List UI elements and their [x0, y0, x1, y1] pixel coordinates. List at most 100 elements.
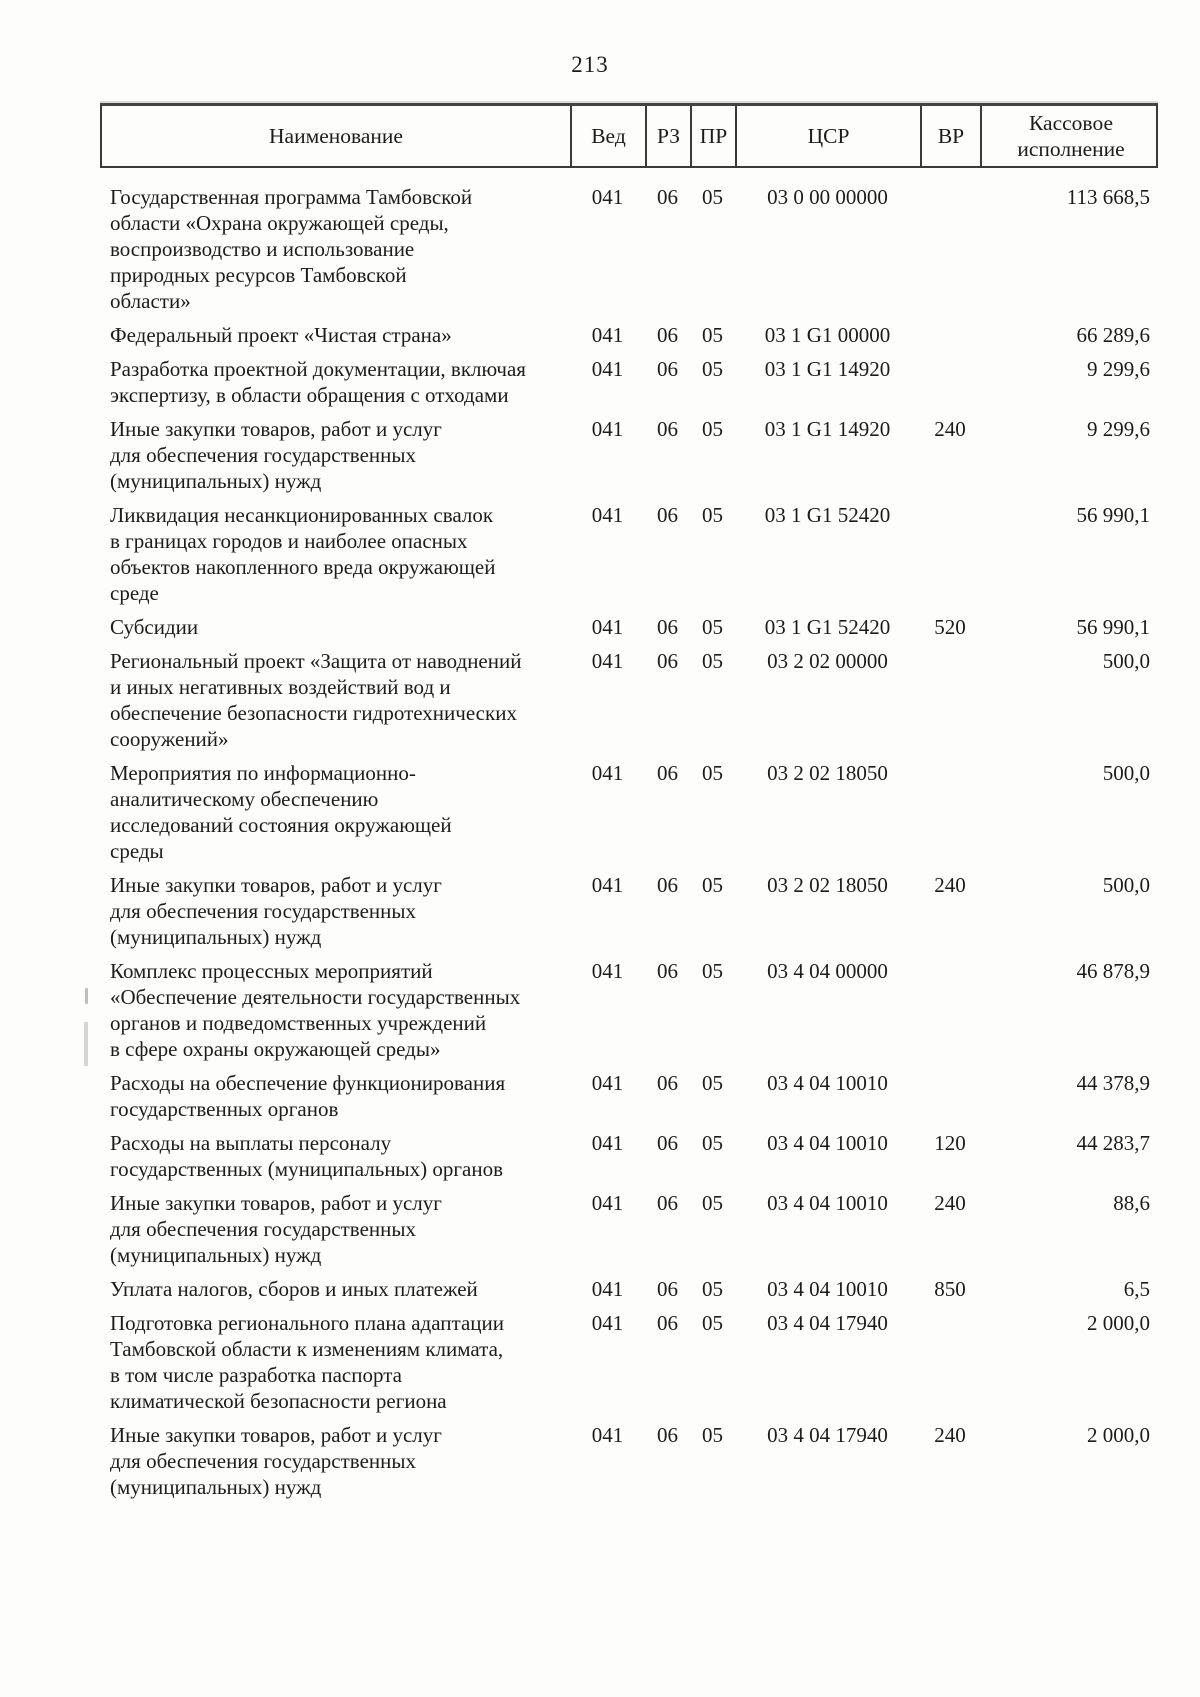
cell-name: Комплекс процессных мероприятий «Обеспеч… [110, 959, 521, 1061]
cell-csr: 03 2 02 18050 [767, 873, 888, 897]
cell-ved: 041 [591, 323, 624, 347]
cell-pr: 05 [702, 761, 723, 785]
col-header-vr: ВР [922, 106, 982, 166]
cell-pr: 05 [702, 1423, 723, 1447]
cell-pr: 05 [702, 357, 723, 381]
cell-name: Ликвидация несанкционированных свалок в … [110, 503, 496, 605]
cell-rz: 06 [657, 615, 678, 639]
cell-vr [920, 648, 980, 752]
cell-rz: 06 [657, 649, 678, 673]
table-row: Расходы на обеспечение функционирования … [100, 1070, 1158, 1122]
table-row: Федеральный проект «Чистая страна» 041 06 0… [100, 322, 1158, 348]
cell-csr: 03 2 02 18050 [767, 761, 888, 785]
cell-ved: 041 [591, 1071, 624, 1095]
cell-rz: 06 [657, 1277, 678, 1301]
cell-cash: 500,0 [1102, 873, 1150, 897]
cell-pr: 05 [702, 959, 723, 983]
cell-cash: 56 990,1 [1076, 615, 1151, 639]
cell-ved: 041 [591, 1191, 624, 1215]
cell-vr: 240 [934, 1423, 966, 1447]
cell-cash: 56 990,1 [1076, 503, 1151, 527]
cell-cash: 88,6 [1113, 1191, 1150, 1215]
table-row: Ликвидация несанкционированных свалок в … [100, 502, 1158, 606]
col-header-pr: ПР [692, 106, 737, 166]
table-body: Государственная программа Тамбовской обл… [100, 168, 1158, 1500]
cell-pr: 05 [702, 503, 723, 527]
cell-csr: 03 4 04 17940 [767, 1311, 888, 1335]
table-row: Иные закупки товаров, работ и услуг для … [100, 1422, 1158, 1500]
cell-vr [920, 958, 980, 1062]
cell-cash: 2 000,0 [1087, 1311, 1150, 1335]
cell-ved: 041 [591, 417, 624, 441]
cell-vr [920, 1070, 980, 1122]
cell-pr: 05 [702, 323, 723, 347]
cell-rz: 06 [657, 1311, 678, 1335]
cell-cash: 500,0 [1102, 761, 1150, 785]
cell-name: Уплата налогов, сборов и иных платежей [110, 1277, 478, 1301]
cell-ved: 041 [591, 1131, 624, 1155]
cell-name: Региональный проект «Защита от наводнени… [110, 649, 522, 751]
cell-cash: 2 000,0 [1087, 1423, 1150, 1447]
table-row: Расходы на выплаты персоналу государстве… [100, 1130, 1158, 1182]
cell-vr [920, 322, 980, 348]
cell-pr: 05 [702, 1071, 723, 1095]
cell-rz: 06 [657, 1131, 678, 1155]
cell-vr [920, 356, 980, 408]
cell-vr [920, 1310, 980, 1414]
cell-ved: 041 [591, 873, 624, 897]
table-row: Разработка проектной документации, включ… [100, 356, 1158, 408]
cell-rz: 06 [657, 185, 678, 209]
page-number: 213 [571, 52, 609, 77]
cell-name: Иные закупки товаров, работ и услуг для … [110, 417, 442, 493]
cell-csr: 03 1 G1 52420 [764, 503, 891, 527]
cell-ved: 041 [591, 1423, 624, 1447]
cell-name: Федеральный проект «Чистая страна» [110, 323, 452, 347]
cell-rz: 06 [657, 1191, 678, 1215]
cell-name: Расходы на обеспечение функционирования … [110, 1071, 506, 1121]
cell-rz: 06 [657, 323, 678, 347]
cell-rz: 06 [657, 873, 678, 897]
cell-cash: 44 283,7 [1076, 1131, 1151, 1155]
budget-table: Наименование Вед РЗ ПР ЦСР ВР Кассовое и… [100, 103, 1158, 1508]
cell-cash: 46 878,9 [1076, 959, 1151, 983]
cell-ved: 041 [591, 649, 624, 673]
cell-pr: 05 [702, 185, 723, 209]
cell-rz: 06 [657, 761, 678, 785]
table-row: Региональный проект «Защита от наводнени… [100, 648, 1158, 752]
cell-name: Иные закупки товаров, работ и услуг для … [110, 873, 442, 949]
cell-ved: 041 [591, 503, 624, 527]
cell-name: Мероприятия по информационно- аналитичес… [110, 761, 452, 863]
cell-cash: 500,0 [1102, 649, 1150, 673]
cell-csr: 03 1 G1 52420 [764, 615, 891, 639]
col-header-cash: Кассовое исполнение [1017, 111, 1125, 161]
table-row: Подготовка регионального плана адаптации… [100, 1310, 1158, 1414]
col-header-name: Наименование [102, 106, 572, 166]
cell-rz: 06 [657, 1071, 678, 1095]
cell-pr: 05 [702, 1131, 723, 1155]
cell-rz: 06 [657, 959, 678, 983]
table-row: Мероприятия по информационно- аналитичес… [100, 760, 1158, 864]
cell-csr: 03 1 G1 14920 [764, 357, 891, 381]
cell-vr: 120 [934, 1131, 966, 1155]
col-header-rz: РЗ [647, 106, 692, 166]
cell-cash: 66 289,6 [1076, 323, 1151, 347]
cell-csr: 03 0 00 00000 [767, 185, 888, 209]
cell-csr: 03 4 04 17940 [767, 1423, 888, 1447]
scan-artifact [84, 1022, 88, 1066]
cell-vr: 240 [934, 417, 966, 441]
cell-csr: 03 4 04 10010 [767, 1191, 888, 1215]
cell-pr: 05 [702, 1277, 723, 1301]
cell-ved: 041 [591, 615, 624, 639]
cell-rz: 06 [657, 357, 678, 381]
cell-pr: 05 [702, 1191, 723, 1215]
cell-name: Расходы на выплаты персоналу государстве… [110, 1131, 504, 1181]
table-row: Иные закупки товаров, работ и услуг для … [100, 872, 1158, 950]
table-row: Уплата налогов, сборов и иных платежей 04… [100, 1276, 1158, 1302]
cell-ved: 041 [591, 1311, 624, 1335]
cell-vr: 240 [934, 873, 966, 897]
cell-cash: 9 299,6 [1087, 357, 1150, 381]
cell-csr: 03 1 G1 14920 [764, 417, 891, 441]
cell-pr: 05 [702, 417, 723, 441]
table-row: Иные закупки товаров, работ и услуг для … [100, 416, 1158, 494]
